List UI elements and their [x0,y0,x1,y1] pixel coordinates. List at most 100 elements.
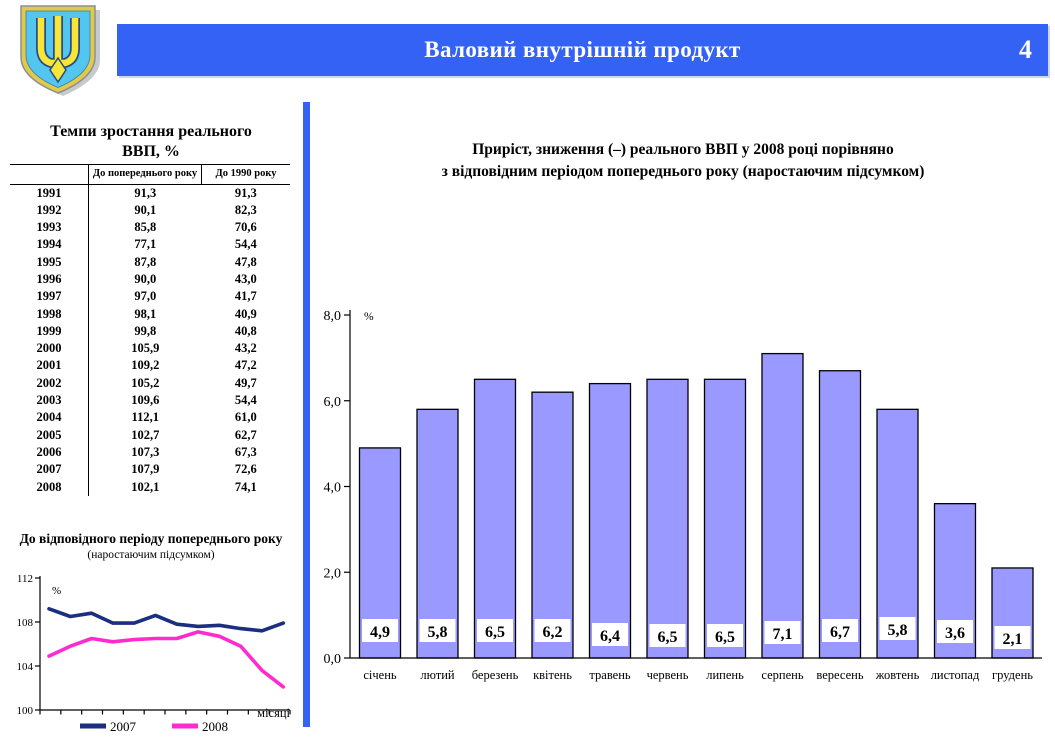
table-cell: 72,6 [234,462,257,477]
mini-line-chart: 100 104 108 112% місяці 2007 2008 [17,573,291,734]
legend-label-2008: 2008 [202,719,228,734]
main-chart-title-line2: з відповідним періодом попереднього року… [441,163,925,180]
bar-value-label-box [477,619,513,642]
bar-value-label-box [707,624,743,647]
table-cell: 47,2 [234,358,257,373]
table-cell: 90,1 [134,202,157,217]
bar-value-label: 6,5 [715,629,735,646]
bar-value-label-box [419,619,456,642]
slide-header: Валовий внутрішній продукт 4 [117,24,1048,76]
bar-month-label: січень [363,668,397,682]
bar [473,378,517,659]
table-cell: 102,1 [131,479,160,494]
bar [531,391,574,659]
table-cell: 74,1 [234,479,257,494]
table-cell: 2001 [10,357,89,375]
table-cell: 77,1 [134,237,157,252]
bar [876,408,919,659]
table-cell: 1998 [10,305,89,323]
table-cell: 1992 [10,201,89,220]
bar-value-label-box [994,626,1031,649]
table-cell: 2002 [10,374,89,393]
table-cell: 112,1 [131,410,159,425]
bar-month-label: червень [647,668,689,682]
bar-value-label-box [534,619,571,642]
ukraine-coat-of-arms-logo [20,5,100,96]
bar-y-tick-label: 8,0 [324,309,342,324]
bar-month-label: грудень [992,668,1033,682]
bar-value-label: 2,1 [1003,631,1023,648]
table-cell: 97,0 [134,289,157,304]
bar [588,382,632,659]
column-header-year [10,164,89,185]
table-cell: 40,8 [234,323,257,338]
bar [416,408,459,659]
table-row: 2007 107,9 72,6 [10,461,290,479]
table-cell: 2000 [10,340,89,358]
table-cell: 43,0 [234,271,257,286]
bar-value-label: 6,4 [600,628,620,645]
main-chart-title: Приріст, зниження (–) реального ВВП у 20… [330,139,1036,183]
table-cell: 54,4 [234,237,257,252]
bar-value-label: 5,8 [888,622,908,639]
bar-month-label: лютий [420,668,455,682]
table-cell: 1991 [10,184,89,202]
table-row: 1999 99,8 40,8 [10,322,290,341]
bar-month-label: квітень [533,668,572,682]
trident-base-icon [49,56,67,84]
table-cell: 61,0 [234,410,257,425]
main-bar-chart: 0,0 2,0 4,0 6,0 8,0 % 4,9 січень 5,8 лютий 6,5 бере… [324,309,1042,682]
gdp-table-body: 1991 91,3 91,3 1992 90,1 82,3 1993 85,8 70,6 1994… [10,184,290,496]
table-cell: 2008 [10,478,89,496]
gdp-growth-table: До попереднього року До 1990 року 1991 91… [10,164,290,496]
mini-y-tick-label: 104 [17,661,34,673]
bar-value-label-box [937,620,973,643]
table-cell: 109,2 [131,358,160,373]
table-row: 1992 90,1 82,3 [10,201,290,220]
bar-value-label-box [649,624,686,647]
table-header: До попереднього року До 1990 року [10,164,290,185]
bar-value-label: 6,7 [830,624,850,641]
bar-value-label-box [822,619,858,642]
table-row: 2003 109,6 54,4 [10,392,290,410]
column-header-prev-year: До попереднього року [88,164,202,185]
table-row: 1991 91,3 91,3 [10,184,290,202]
table-row: 2005 102,7 62,7 [10,426,290,444]
table-cell: 49,7 [234,375,257,390]
table-cell: 70,6 [234,220,257,235]
table-cell: 62,7 [234,427,257,442]
table-cell: 67,3 [234,444,257,459]
table-cell: 1996 [10,270,89,289]
bar-value-label: 6,5 [485,624,505,641]
bar-value-label: 4,9 [370,624,390,641]
table-row: 2004 112,1 61,0 [10,409,290,427]
table-row: 2006 107,3 67,3 [10,443,290,462]
table-cell: 107,9 [131,462,160,477]
table-row: 1996 90,0 43,0 [10,270,290,289]
bar-month-label: травень [589,668,630,682]
bar-value-label: 7,1 [773,626,793,643]
bar-value-label: 6,5 [658,629,678,646]
legend-label-2007: 2007 [110,719,137,734]
table-cell: 2005 [10,426,89,444]
table-cell: 54,4 [234,393,257,408]
bar-value-label-box [362,619,398,642]
bar [703,378,747,659]
page-number: 4 [1019,35,1032,64]
table-cell: 109,6 [131,393,160,408]
bar-month-label: липень [706,668,744,682]
bar-value-label: 5,8 [428,624,448,641]
main-chart-title-line1: Приріст, зниження (–) реального ВВП у 20… [472,141,894,158]
table-cell: 87,8 [134,254,157,269]
table-cell: 90,0 [134,271,157,286]
mini-x-axis-label: місяці [257,706,290,720]
table-row: 2000 105,9 43,2 [10,340,290,358]
mini-chart-title: До відповідного періоду попереднього рок… [19,531,283,546]
table-title-line1: Темпи зростання реального [50,123,252,140]
table-cell: 43,2 [234,341,257,356]
table-cell: 91,3 [134,185,157,200]
bar-month-label: листопад [931,668,980,682]
table-row: 2001 109,2 47,2 [10,357,290,375]
table-row: 1997 97,0 41,7 [10,288,290,306]
